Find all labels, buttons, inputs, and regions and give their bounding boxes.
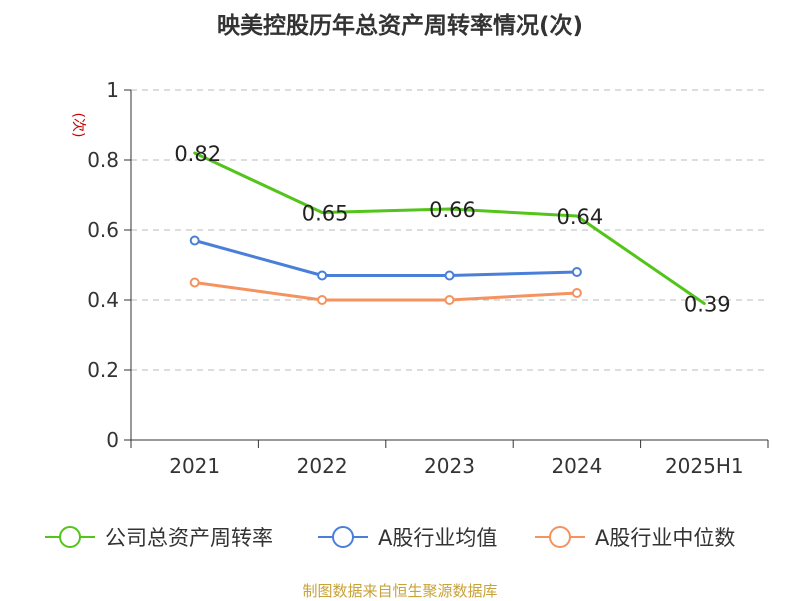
y-tick-label: 0.4	[87, 288, 119, 312]
data-label: 0.64	[557, 205, 604, 229]
data-label: 0.82	[174, 142, 221, 166]
legend-marker	[59, 526, 81, 548]
legend-label: A股行业均值	[378, 526, 497, 550]
label-layer: 0.82 0.65 0.66 0.64 0.39	[174, 142, 730, 317]
data-point	[571, 288, 582, 298]
data-label: 0.65	[302, 202, 349, 226]
x-tick-label: 2021	[169, 454, 220, 478]
data-label: 0.66	[429, 198, 476, 222]
data-point	[189, 235, 200, 246]
data-point	[444, 295, 455, 305]
legend-label: A股行业中位数	[595, 526, 735, 550]
y-tick-label: 0.2	[87, 358, 119, 382]
data-point	[317, 295, 328, 305]
axis-layer: 0 0.2 0.4 0.6 0.8 1 (次) 2021 2022 2023 2024 2025H1	[70, 78, 769, 478]
legend-label: 公司总资产周转率	[105, 526, 273, 550]
chart-title: 映美控股历年总资产周转率情况(次)	[216, 13, 584, 39]
y-tick-label: 0.8	[87, 148, 119, 172]
grid-layer	[131, 89, 768, 371]
y-tick-label: 0	[106, 428, 119, 452]
y-axis-label: (次)	[70, 113, 86, 138]
legend-marker	[332, 526, 354, 548]
legend: 公司总资产周转率 A股行业均值 A股行业中位数	[45, 526, 735, 550]
series-layer	[189, 151, 706, 305]
legend-marker	[549, 526, 571, 548]
series-line	[193, 239, 579, 277]
x-tick-label: 2022	[297, 454, 348, 478]
data-point	[444, 270, 455, 281]
series-line	[193, 281, 579, 302]
data-point	[571, 267, 582, 277]
x-tick-label: 2023	[424, 454, 475, 478]
y-tick-label: 1	[106, 78, 119, 102]
x-tick-label: 2025H1	[665, 454, 744, 478]
series-line	[193, 151, 706, 305]
data-label: 0.39	[684, 293, 731, 317]
y-tick-label: 0.6	[87, 218, 119, 242]
source-note: 制图数据来自恒生聚源数据库	[302, 582, 498, 600]
x-tick-label: 2024	[551, 454, 602, 478]
data-point	[317, 270, 328, 281]
data-point	[189, 277, 200, 288]
